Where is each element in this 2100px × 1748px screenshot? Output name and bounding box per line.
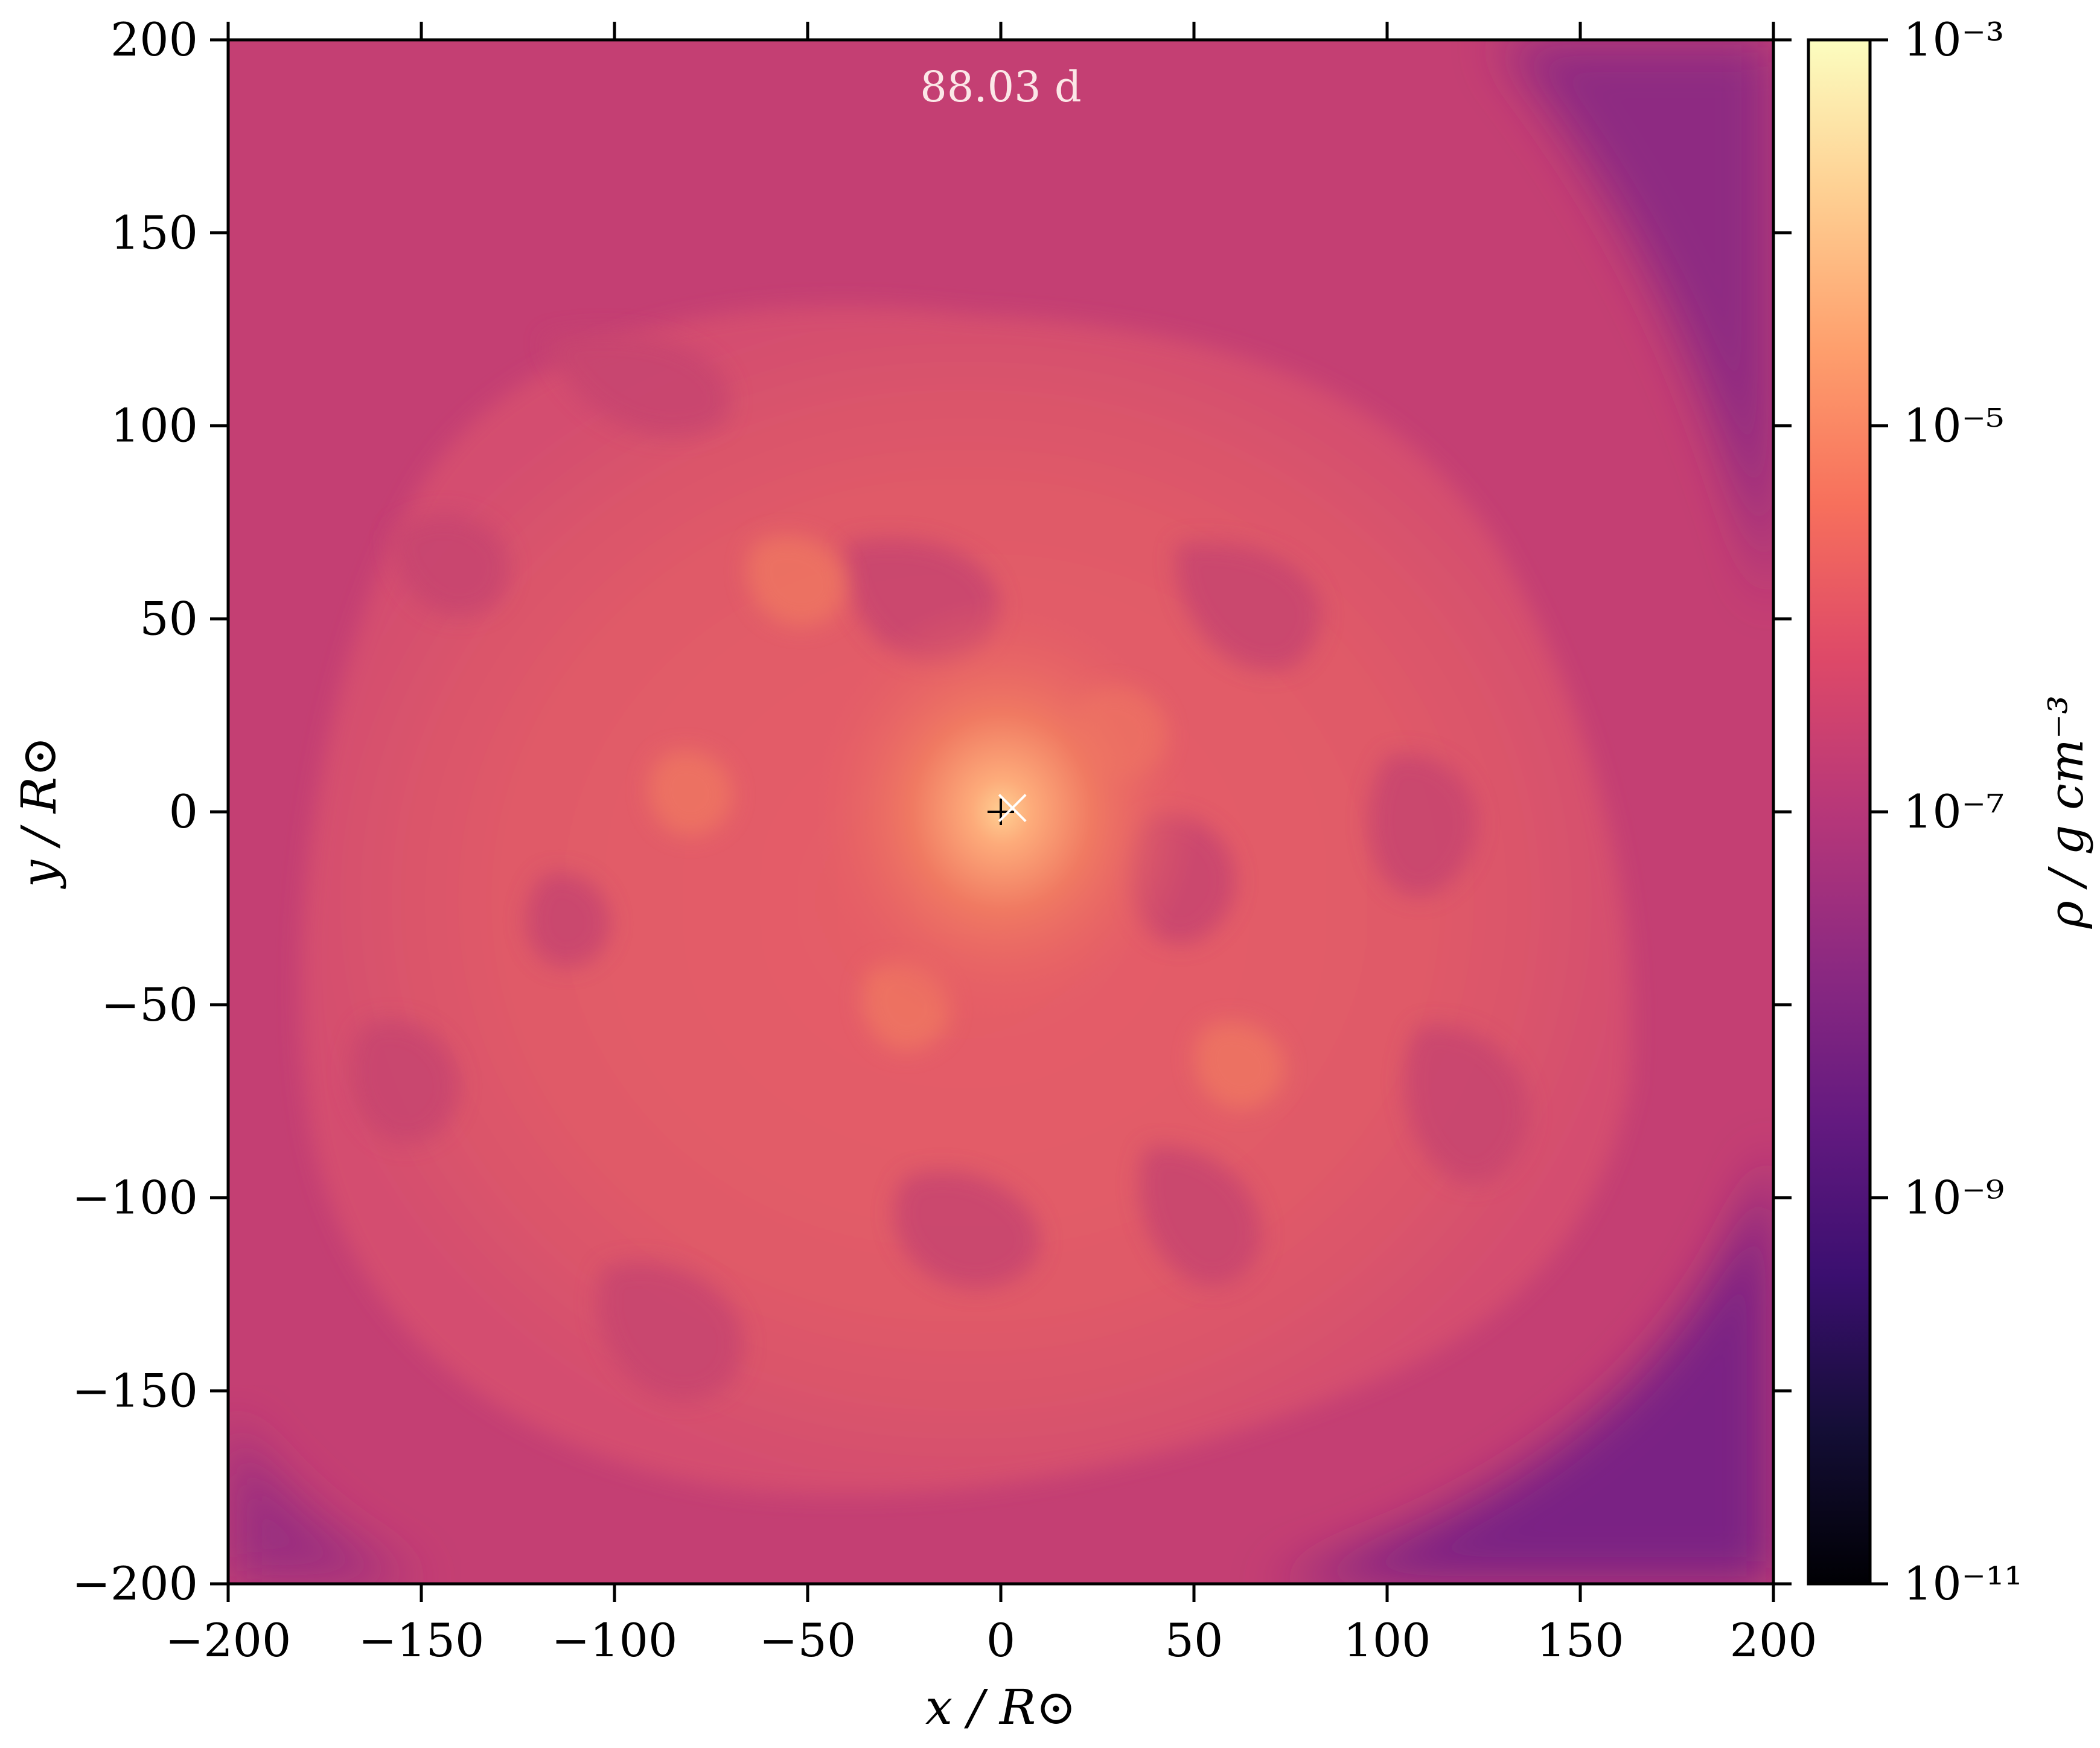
y-tick-label: 150 xyxy=(110,206,198,260)
y-tick-label: −150 xyxy=(72,1364,198,1417)
colorbar-tick-label: 10⁻¹¹ xyxy=(1903,1557,2023,1610)
x-tick-label: 50 xyxy=(1165,1613,1224,1667)
x-tick-label: 100 xyxy=(1343,1613,1431,1667)
cross-marker xyxy=(998,794,1027,823)
colorbar-tick-label: 10⁻⁹ xyxy=(1903,1171,2004,1225)
y-tick-label: −50 xyxy=(101,978,198,1032)
y-tick-label: 50 xyxy=(139,592,198,645)
x-axis-ticks: −200 −150 −100 −50 0 50 100 150 200 xyxy=(165,22,1818,1667)
x-tick-label: −50 xyxy=(759,1613,856,1667)
colorbar-tick-label: 10⁻⁵ xyxy=(1903,399,2004,453)
colorbar-tick-label: 10⁻⁷ xyxy=(1903,785,2004,838)
y-tick-label: 200 xyxy=(110,13,198,66)
x-tick-label: −200 xyxy=(165,1613,292,1667)
x-tick-label: −100 xyxy=(552,1613,678,1667)
time-annotation: 88.03 d xyxy=(920,62,1081,112)
y-tick-label: 100 xyxy=(110,399,198,453)
colorbar-ticks: 10⁻¹¹ 10⁻⁹ 10⁻⁷ 10⁻⁵ 10⁻³ xyxy=(1870,13,2023,1610)
x-axis-title: x / R⊙ xyxy=(925,1679,1076,1735)
x-tick-label: 150 xyxy=(1536,1613,1624,1667)
y-axis-ticks: −200 −150 −100 −50 0 50 100 150 200 xyxy=(72,13,1792,1610)
colorbar xyxy=(1807,38,1872,1586)
colorbar-tick-label: 10⁻³ xyxy=(1903,13,2004,66)
colorbar-title: ρ / g cm⁻³ xyxy=(2040,695,2094,930)
y-axis-title: y / R⊙ xyxy=(11,736,67,889)
y-tick-label: −100 xyxy=(72,1171,198,1225)
x-tick-label: 0 xyxy=(986,1613,1015,1667)
y-tick-label: 0 xyxy=(169,785,198,838)
y-tick-label: −200 xyxy=(72,1557,198,1610)
x-tick-label: 200 xyxy=(1729,1613,1817,1667)
center-markers xyxy=(988,794,1027,825)
density-heatmap xyxy=(228,40,1773,1584)
x-tick-label: −150 xyxy=(359,1613,485,1667)
